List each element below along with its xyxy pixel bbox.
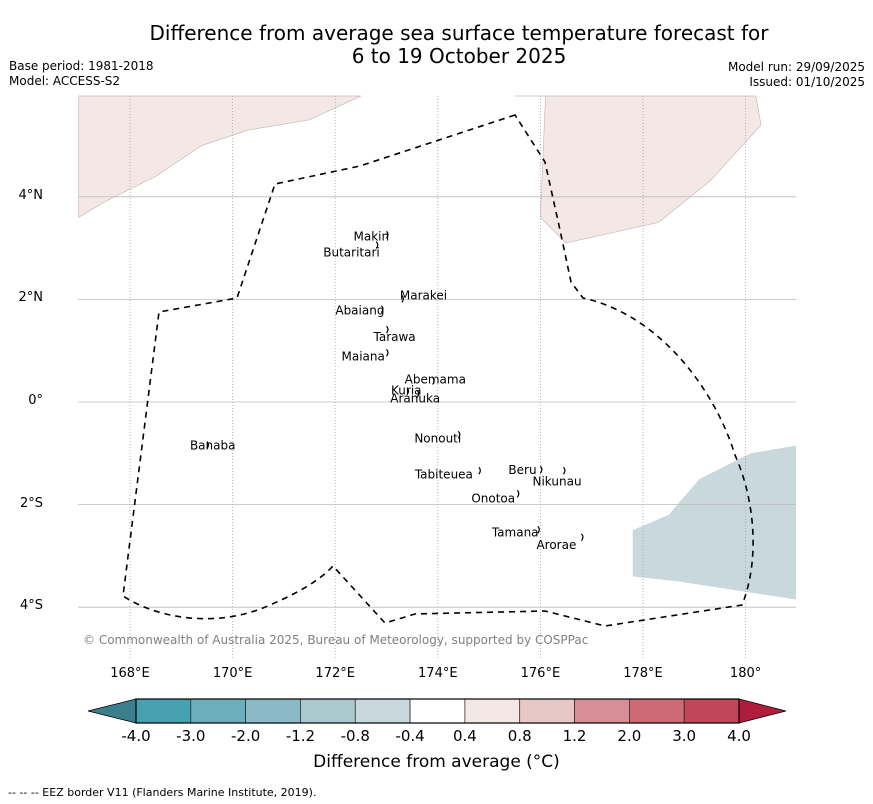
island-label: Aranuka — [390, 391, 440, 405]
colorbar — [87, 698, 787, 724]
lon-tick-label: 176°E — [520, 666, 561, 681]
lon-tick-label: 180° — [729, 666, 762, 681]
lat-tick-label: 4°S — [19, 598, 43, 614]
colorbar-segment — [574, 698, 630, 724]
colorbar-tick-label: 4.0 — [727, 727, 751, 745]
island-shape — [406, 387, 410, 396]
island-label: Nikunau — [532, 474, 581, 488]
colorbar-label: Difference from average (°C) — [313, 752, 560, 772]
colorbar-segment — [629, 698, 685, 724]
lon-tick-label: 170°E — [212, 666, 253, 681]
island-shape — [478, 466, 481, 475]
lon-tick-label: 168°E — [110, 666, 150, 681]
island-label: Abaiang — [335, 304, 384, 318]
lon-tick-label: 174°E — [418, 666, 458, 681]
island-label: Beru — [508, 463, 536, 477]
island-shape — [375, 241, 379, 249]
island-label: Abemama — [405, 372, 466, 386]
base-period: Base period: 1981-2018 — [9, 59, 154, 73]
lat-tick-label: 2°S — [19, 495, 43, 511]
island-shape — [580, 533, 584, 542]
colorbar-tick-label: 2.0 — [617, 727, 642, 745]
anomaly-region-northwest — [78, 95, 361, 218]
copyright-text: © Commonwealth of Australia 2025, Bureau… — [83, 633, 588, 647]
colorbar-tick-label: 3.0 — [672, 727, 697, 745]
title-line-1: Difference from average sea surface temp… — [149, 21, 769, 45]
island-shape — [562, 466, 566, 475]
island-labels: Makin Butaritari Marakei Abaiang Tarawa Maian… — [190, 229, 584, 552]
island-label: Tabiteuea — [414, 467, 473, 481]
island-label: Butaritari — [323, 246, 380, 260]
island-shape — [206, 441, 210, 449]
meta-right: Model run: 29/09/2025 Issued: 01/10/2025 — [728, 60, 865, 90]
lat-tick-label: 0° — [28, 393, 43, 408]
lat-tick-label: 4°N — [18, 187, 44, 203]
colorbar-tick-label: 0.8 — [507, 727, 532, 745]
island-label: Tarawa — [373, 330, 416, 344]
island-shape — [401, 294, 404, 303]
island-shape — [386, 230, 389, 239]
anomaly-region-north-central — [514, 95, 762, 244]
island-shape — [416, 389, 420, 398]
colorbar-segment — [190, 698, 246, 724]
island-shape — [380, 305, 384, 314]
island-shape — [386, 348, 389, 357]
island-shape — [457, 430, 461, 439]
model-name: Model: ACCESS-S2 — [9, 74, 121, 88]
anomaly-region-southeast — [632, 445, 796, 600]
issued-date: Issued: 01/10/2025 — [749, 75, 865, 89]
colorbar-tick-label: -0.4 — [395, 727, 425, 745]
colorbar-segment — [519, 698, 575, 724]
lon-tick-label: 172°E — [315, 666, 355, 681]
title-line-2: 6 to 19 October 2025 — [351, 44, 567, 68]
island-label: Marakei — [400, 288, 447, 302]
colorbar-under-arrow — [87, 698, 137, 724]
island-label: Kuria — [391, 384, 422, 398]
island-label: Nonouti — [414, 431, 461, 445]
colorbar-segment — [135, 698, 192, 724]
colorbar-tick-label: -0.8 — [340, 727, 370, 745]
island-shape — [539, 465, 543, 474]
colorbar-tick-label: 0.4 — [452, 727, 477, 745]
island-label: Tamana — [491, 525, 539, 539]
colorbar-over-arrow — [738, 698, 787, 724]
colorbar-tick-label: -4.0 — [121, 727, 151, 745]
colorbar-segment — [683, 698, 740, 724]
island-shape — [386, 325, 389, 334]
colorbar-tick-label: -1.2 — [285, 727, 316, 745]
lat-tick-label: 2°N — [18, 290, 44, 306]
colorbar-outline — [135, 698, 740, 724]
gridlines — [78, 96, 796, 660]
colorbar-segment — [245, 698, 301, 724]
eez-border — [122, 114, 754, 627]
colorbar-tick-label: -2.0 — [230, 727, 261, 745]
lon-tick-label: 178°E — [623, 666, 663, 681]
anomaly-regions — [78, 95, 796, 600]
island-label: Maiana — [342, 349, 385, 363]
model-run: Model run: 29/09/2025 — [727, 60, 865, 74]
colorbar-segment — [300, 698, 356, 724]
colorbar-tick-label: 1.2 — [562, 727, 587, 745]
eez-border-line — [122, 114, 754, 627]
island-shape — [516, 489, 520, 498]
island-label: Banaba — [190, 439, 236, 453]
colorbar-tick-label: -3.0 — [176, 727, 206, 745]
island-shape — [432, 377, 435, 385]
island-label: Onotoa — [471, 491, 515, 505]
colorbar-segment — [464, 698, 521, 724]
meta-left: Base period: 1981-2018 Model: ACCESS-S2 — [9, 59, 154, 89]
colorbar-segment — [354, 698, 411, 724]
chart-title: Difference from average sea surface temp… — [0, 22, 873, 68]
island-shape — [537, 525, 540, 534]
eez-legend: -- -- -- EEZ border V11 (Flanders Marine… — [8, 786, 317, 799]
colorbar-segment — [409, 698, 466, 724]
island-label: Makin — [354, 229, 390, 243]
island-label: Arorae — [536, 538, 576, 552]
